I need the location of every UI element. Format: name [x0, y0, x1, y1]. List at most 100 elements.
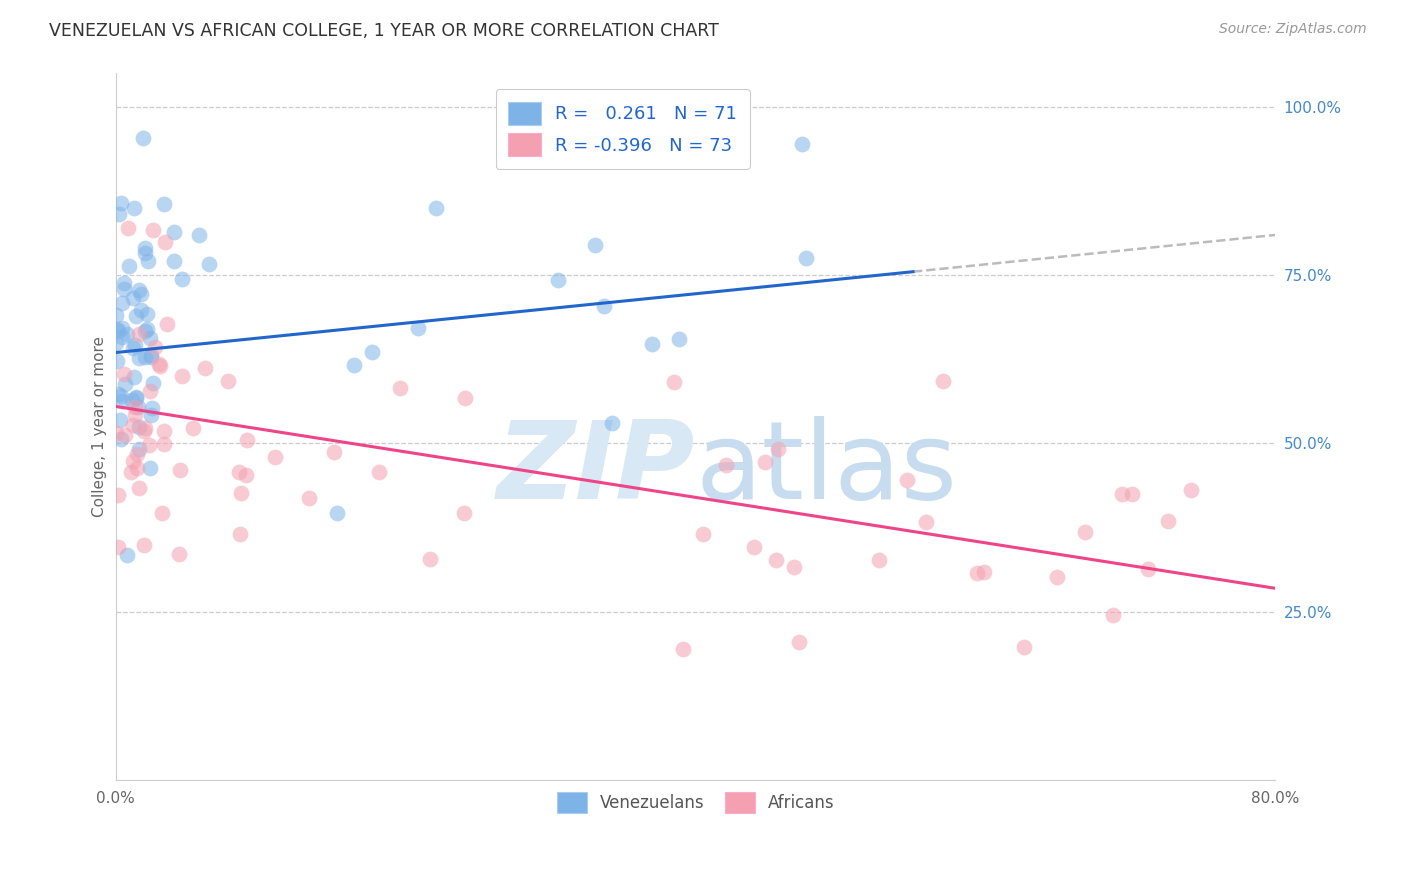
Point — [169, 462, 191, 476]
Point — [170, 368, 193, 383]
Point — [105, 425, 128, 440]
Point — [128, 481, 150, 495]
Point — [112, 367, 135, 381]
Point — [188, 228, 211, 243]
Point — [714, 458, 737, 473]
Point — [128, 351, 150, 365]
Point — [368, 466, 391, 480]
Point — [1046, 570, 1069, 584]
Point — [228, 527, 250, 541]
Point — [124, 400, 146, 414]
Point — [138, 438, 160, 452]
Point — [128, 283, 150, 297]
Point — [124, 309, 146, 323]
Point — [107, 206, 129, 220]
Point — [141, 348, 163, 362]
Point — [181, 420, 204, 434]
Point — [228, 465, 250, 479]
Point — [132, 131, 155, 145]
Point — [163, 225, 186, 239]
Point — [105, 336, 128, 351]
Point — [132, 538, 155, 552]
Point — [692, 526, 714, 541]
Point — [231, 486, 253, 500]
Point — [742, 541, 765, 555]
Point — [361, 345, 384, 359]
Text: ZIP: ZIP — [498, 416, 696, 522]
Point — [896, 473, 918, 487]
Point — [110, 330, 132, 344]
Point — [672, 641, 695, 656]
Text: Source: ZipAtlas.com: Source: ZipAtlas.com — [1219, 22, 1367, 37]
Point — [107, 324, 129, 338]
Point — [122, 454, 145, 468]
Point — [973, 565, 995, 579]
Point — [110, 195, 132, 210]
Point — [107, 540, 129, 554]
Point — [139, 409, 162, 423]
Point — [1157, 515, 1180, 529]
Point — [124, 391, 146, 405]
Point — [152, 506, 174, 520]
Point — [796, 252, 818, 266]
Point — [110, 432, 132, 446]
Point — [111, 296, 134, 310]
Point — [128, 326, 150, 341]
Point — [110, 388, 132, 402]
Point — [108, 413, 131, 427]
Point — [117, 326, 139, 341]
Point — [194, 361, 217, 376]
Point — [115, 549, 138, 563]
Point — [914, 516, 936, 530]
Point — [139, 461, 162, 475]
Point — [129, 303, 152, 318]
Point — [139, 350, 162, 364]
Point — [134, 241, 156, 255]
Point — [138, 331, 160, 345]
Point — [118, 259, 141, 273]
Point — [1180, 483, 1202, 497]
Point — [143, 340, 166, 354]
Point — [1136, 562, 1159, 576]
Point — [583, 237, 606, 252]
Point — [1111, 486, 1133, 500]
Point — [754, 455, 776, 469]
Point — [127, 447, 149, 461]
Point — [790, 137, 813, 152]
Point — [787, 635, 810, 649]
Point — [107, 322, 129, 336]
Point — [104, 309, 127, 323]
Point — [149, 359, 172, 373]
Point — [1012, 640, 1035, 654]
Point — [128, 420, 150, 434]
Point — [547, 273, 569, 287]
Point — [264, 450, 287, 464]
Point — [662, 375, 685, 389]
Point — [136, 322, 159, 336]
Legend: Venezuelans, Africans: Venezuelans, Africans — [546, 780, 846, 825]
Point — [141, 401, 163, 416]
Point — [121, 393, 143, 408]
Point — [1102, 607, 1125, 622]
Point — [134, 350, 156, 364]
Point — [167, 548, 190, 562]
Point — [142, 376, 165, 391]
Point — [136, 254, 159, 268]
Point — [122, 291, 145, 305]
Point — [114, 377, 136, 392]
Point — [668, 333, 690, 347]
Point — [325, 506, 347, 520]
Point — [425, 201, 447, 215]
Point — [419, 551, 441, 566]
Point — [134, 245, 156, 260]
Point — [153, 235, 176, 250]
Point — [135, 307, 157, 321]
Point — [128, 442, 150, 456]
Point — [153, 436, 176, 450]
Point — [122, 369, 145, 384]
Point — [122, 341, 145, 355]
Y-axis label: College, 1 year or more: College, 1 year or more — [93, 336, 107, 517]
Point — [120, 466, 142, 480]
Point — [107, 488, 129, 502]
Point — [388, 381, 411, 395]
